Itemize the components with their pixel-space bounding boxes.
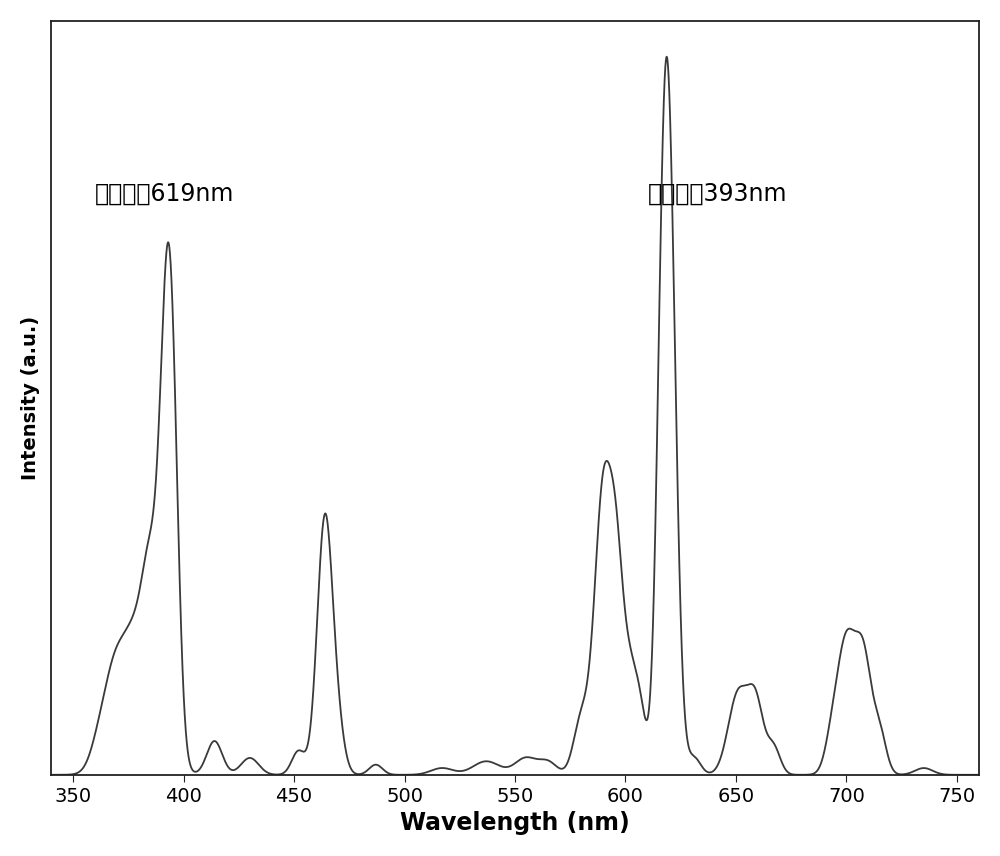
Text: 激发波长393nm: 激发波长393nm bbox=[648, 181, 787, 205]
Y-axis label: Intensity (a.u.): Intensity (a.u.) bbox=[21, 316, 40, 480]
Text: 监测波长619nm: 监测波长619nm bbox=[95, 181, 235, 205]
X-axis label: Wavelength (nm): Wavelength (nm) bbox=[400, 811, 630, 835]
